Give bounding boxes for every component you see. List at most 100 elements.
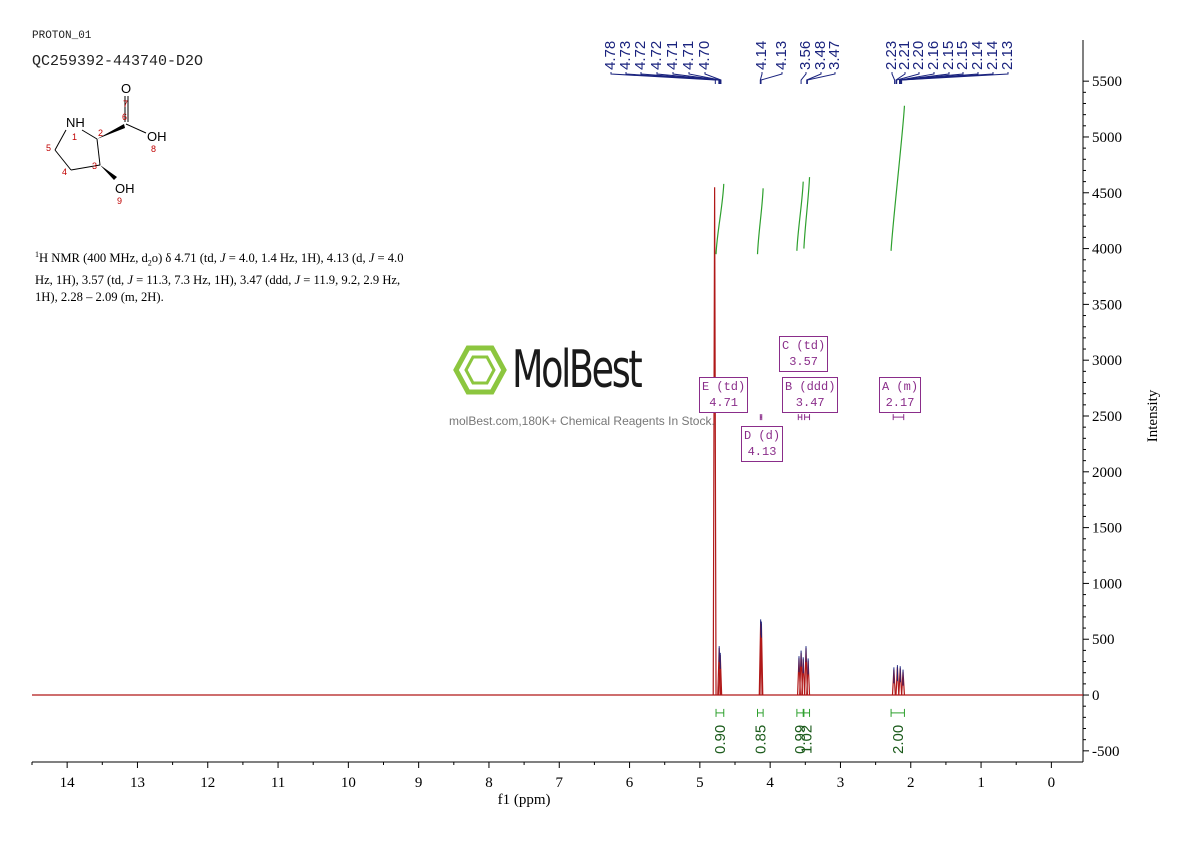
multiplet-label-a: A (m) 2.17 <box>879 377 922 413</box>
y-tick-label: 5500 <box>1092 74 1122 90</box>
peak-label: 2.21 <box>896 41 913 70</box>
multiplet-letter: E <box>702 380 710 394</box>
atom-c2-number: 2 <box>98 128 103 138</box>
peak-label-leader <box>760 72 783 84</box>
peak-label: 4.71 <box>680 41 697 70</box>
x-tick-label: 0 <box>1048 775 1056 791</box>
nmr-text-part: H NMR (400 MHz, d <box>39 251 148 266</box>
coupling-symbol: J <box>368 251 375 266</box>
peak-label-leader <box>891 72 896 84</box>
peak-label: 3.48 <box>812 41 829 70</box>
peak-label: 4.71 <box>664 41 681 70</box>
multiplet-type: td <box>723 380 739 394</box>
peak-label-leader <box>899 72 935 84</box>
x-tick-label: 11 <box>271 775 285 791</box>
y-tick-label: 0 <box>1092 688 1100 704</box>
atom-o7: O <box>121 81 131 96</box>
integral-value: 0.99 <box>792 725 809 754</box>
atom-o9-number: 9 <box>117 196 122 206</box>
peak-label-leader <box>806 72 822 84</box>
atom-c4-number: 4 <box>62 167 67 177</box>
peak-label: 3.47 <box>826 41 843 70</box>
peak-label-leader <box>759 72 763 84</box>
multiplet-letter: A <box>882 380 890 394</box>
watermark-tagline: molBest.com,180K+ Chemical Reagents In S… <box>449 414 715 428</box>
integral-value: 0.85 <box>752 725 769 754</box>
peak-label: 3.56 <box>797 41 814 70</box>
y-tick-label: 500 <box>1092 632 1115 648</box>
y-tick-label: 4500 <box>1092 186 1122 202</box>
atom-o7-number: 7 <box>123 99 128 109</box>
peak-label: 2.20 <box>910 41 927 70</box>
sample-tag: PROTON_01 <box>32 30 92 42</box>
peak-label-leader <box>800 72 807 84</box>
y-tick-label: 2000 <box>1092 465 1122 481</box>
multiplet-label-c: C (td) 3.57 <box>779 336 829 372</box>
multiplet-shift: 3.57 <box>789 355 819 369</box>
multiplet-shift: 2.17 <box>885 396 915 410</box>
x-axis-title: f1 (ppm) <box>498 792 551 808</box>
coupling-symbol: J <box>220 251 226 266</box>
x-tick-label: 13 <box>130 775 145 791</box>
peak-label: 4.72 <box>632 41 649 70</box>
peak-label: 4.70 <box>696 41 713 70</box>
x-tick-label: 1 <box>977 775 985 791</box>
y-tick-label: 3500 <box>1092 297 1122 313</box>
x-tick-label: 2 <box>907 775 915 791</box>
sample-id: QC259392-443740-D2O <box>32 53 204 70</box>
multiplet-shift: 3.47 <box>795 396 825 410</box>
peak-label-leader <box>896 72 920 84</box>
y-tick-label: 3000 <box>1092 353 1122 369</box>
multiplet-type: td <box>803 339 819 353</box>
peak-label-leader <box>806 72 836 84</box>
peak-label: 2.14 <box>969 41 986 70</box>
y-tick-label: -500 <box>1092 744 1120 760</box>
y-axis-title: Intensity <box>1145 389 1161 442</box>
peak-label: 4.14 <box>753 41 770 70</box>
peak-label: 2.15 <box>940 41 957 70</box>
peak-label: 4.13 <box>773 41 790 70</box>
atom-n1-number: 1 <box>72 132 77 142</box>
multiplet-label-d: D (d) 4.13 <box>741 426 784 462</box>
peak-label-leader <box>610 72 716 84</box>
multiplet-letter: B <box>785 380 793 394</box>
atom-c5-number: 5 <box>46 143 51 153</box>
x-tick-label: 6 <box>626 775 634 791</box>
integral-curve <box>715 183 725 255</box>
peak-label-leader <box>899 72 964 84</box>
multiplet-shift: 4.13 <box>747 445 777 459</box>
peak-label-leader <box>895 72 906 84</box>
nmr-text-part: = 4.0, 1.4 Hz, 1H), 4.13 (d, <box>225 251 369 266</box>
peak-label: 4.78 <box>602 41 619 70</box>
y-tick-label: 5000 <box>1092 130 1122 146</box>
nmr-text-part: = 11.9, 9.2, 2.9 Hz, 1H), 2.28 – 2.09 (m… <box>35 272 401 304</box>
spectrum-peak <box>712 187 717 696</box>
x-tick-label: 4 <box>766 775 774 791</box>
solvent-subscript: 2 <box>147 258 152 268</box>
x-tick-label: 12 <box>200 775 215 791</box>
coupling-symbol: J <box>127 272 133 287</box>
multiplet-letter: C <box>782 339 790 353</box>
integral-curve <box>803 177 811 249</box>
watermark-name: MolBest <box>512 340 643 400</box>
y-tick-label: 1500 <box>1092 521 1122 537</box>
peak-label: 2.23 <box>883 41 900 70</box>
integral-value: 0.90 <box>712 725 729 754</box>
peak-label-leader <box>901 72 1009 84</box>
x-tick-label: 10 <box>341 775 356 791</box>
peak-label: 4.72 <box>648 41 665 70</box>
peak-label-leader <box>688 72 721 84</box>
atom-o9: OH <box>115 181 135 196</box>
atom-o8-number: 8 <box>151 144 156 154</box>
integral-value: 1.02 <box>799 725 816 754</box>
nucleus-superscript: 1 <box>35 250 39 259</box>
peak-label: 4.73 <box>617 41 634 70</box>
coupling-symbol: J <box>294 272 301 287</box>
nmr-text-part: o) δ 4.71 (td, <box>151 251 220 266</box>
multiplet-shift: 4.71 <box>709 396 739 410</box>
peak-label: 2.16 <box>925 41 942 70</box>
x-tick-label: 5 <box>696 775 704 791</box>
x-tick-label: 14 <box>60 775 76 791</box>
peak-label-leader <box>656 72 721 84</box>
